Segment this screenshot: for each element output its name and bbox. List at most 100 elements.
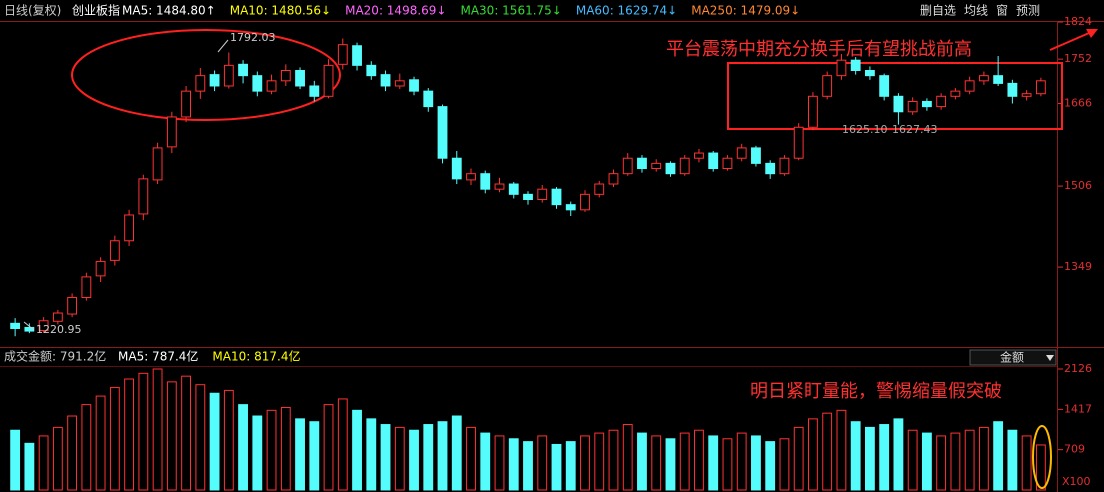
volume-bar xyxy=(537,435,548,491)
volume-bar xyxy=(580,435,590,491)
candle-body xyxy=(295,70,305,87)
toolbar-button[interactable]: 窗 xyxy=(996,4,1008,18)
candle-body xyxy=(808,95,818,128)
arrow-head xyxy=(1086,29,1098,38)
volume-bar xyxy=(394,426,405,491)
candle-body xyxy=(280,70,291,82)
candle-body xyxy=(679,157,690,175)
candle-body xyxy=(323,64,334,97)
ma-label: MA60: 1629.74↓ xyxy=(576,4,677,18)
volume-annotation: 明日紧盯量能，警惕缩量假突破 xyxy=(750,381,1002,402)
selector[interactable] xyxy=(969,349,1057,366)
volume-bar xyxy=(67,415,78,491)
volume-bar xyxy=(10,429,21,491)
ma-label: MA5: 1484.80↑ xyxy=(122,4,216,18)
volume-bar xyxy=(936,435,947,491)
selector-label[interactable]: 金额 xyxy=(1000,350,1024,365)
volume-bar xyxy=(280,406,291,491)
annotation-leader xyxy=(23,321,35,331)
candle-body xyxy=(1007,82,1018,97)
y-tick-label: 1824 xyxy=(1064,15,1092,28)
volume-bar xyxy=(124,378,135,491)
candle-body xyxy=(10,322,21,329)
volume-bar xyxy=(380,424,391,491)
candle-body xyxy=(907,100,918,113)
candle-body xyxy=(423,90,434,108)
volume-y-tick-label: 1417 xyxy=(1064,402,1092,415)
volume-bar xyxy=(95,395,106,491)
candle-body xyxy=(309,85,320,97)
y-tick-label: 1666 xyxy=(1064,97,1092,110)
y-tick-label: 1349 xyxy=(1064,260,1092,273)
candle-body xyxy=(893,95,904,113)
volume-bar xyxy=(337,398,348,491)
toolbar-button[interactable]: 预测 xyxy=(1016,4,1040,18)
candle-body xyxy=(779,157,790,175)
annotation: 1627.43 xyxy=(892,123,938,136)
candle-body xyxy=(494,183,505,190)
dropdown-icon[interactable] xyxy=(1046,355,1054,361)
ma-label: MA250: 1479.09↓ xyxy=(691,4,800,18)
volume-bar xyxy=(81,404,92,491)
candle-body xyxy=(694,152,704,159)
volume-ma-legend: MA5: 787.4亿 MA10: 817.4亿 xyxy=(118,349,300,364)
candle-body xyxy=(722,157,733,170)
candle-body xyxy=(366,64,377,77)
volume-bar xyxy=(451,415,462,491)
candle-body xyxy=(865,70,875,77)
volume-bar xyxy=(850,421,861,491)
volume-bar xyxy=(195,384,206,491)
highlight-box xyxy=(727,62,1063,130)
volume-bar xyxy=(24,442,35,491)
candle-body xyxy=(409,79,419,92)
candle-body xyxy=(850,59,861,72)
volume-bar xyxy=(921,432,932,491)
volume-bar xyxy=(252,415,263,491)
volume-bar xyxy=(722,438,733,491)
candle-body xyxy=(380,74,391,87)
volume-bar xyxy=(708,435,719,491)
volume-label: 成交金额: 791.2亿 xyxy=(4,349,106,364)
candle-body xyxy=(508,183,519,195)
candle-body xyxy=(252,75,263,92)
period[interactable]: 日线(复权) xyxy=(4,4,61,18)
candle-body xyxy=(822,75,833,97)
volume-bar xyxy=(152,368,163,491)
volume-bar xyxy=(751,435,761,491)
candle-body xyxy=(879,75,890,97)
toolbar-button[interactable]: 均线 xyxy=(964,4,988,18)
candle-body xyxy=(181,90,191,118)
candle-body xyxy=(451,157,462,180)
candle-body xyxy=(565,204,576,211)
candle-body xyxy=(964,80,975,92)
volume-bar xyxy=(1035,444,1046,491)
volume-bar xyxy=(409,429,419,491)
volume-bar xyxy=(964,429,975,491)
volume-bar xyxy=(865,426,875,491)
toolbar-button[interactable]: 删自选 xyxy=(920,4,956,18)
volume-ma-label: MA10: 817.4亿 xyxy=(212,349,300,364)
volume-bar xyxy=(166,381,177,491)
volume-unit: X100 xyxy=(1062,475,1091,488)
candle-body xyxy=(138,178,149,215)
candle-body xyxy=(124,214,135,242)
volume-bar xyxy=(694,429,704,491)
volume-bar xyxy=(637,432,647,491)
volume-bar xyxy=(765,441,776,491)
candle-body xyxy=(751,147,761,164)
volume-bar xyxy=(480,432,491,491)
volume-bar xyxy=(494,435,505,491)
candle-body xyxy=(209,74,220,87)
volume-bar xyxy=(779,438,790,491)
toolbar: 删自选 均线窗预测 xyxy=(920,4,1040,18)
candle-body xyxy=(921,100,932,108)
highlight-ellipse xyxy=(71,29,341,121)
volume-bar xyxy=(181,375,191,491)
candle-body xyxy=(537,188,548,200)
candle-body xyxy=(95,260,106,277)
ma-legend: MA5: 1484.80↑ MA10: 1480.56↓ MA20: 1498.69… xyxy=(122,4,800,18)
annotation-leader xyxy=(217,39,229,53)
volume-bar xyxy=(622,424,633,491)
volume-bar xyxy=(907,429,918,491)
volume-bar xyxy=(950,432,961,491)
